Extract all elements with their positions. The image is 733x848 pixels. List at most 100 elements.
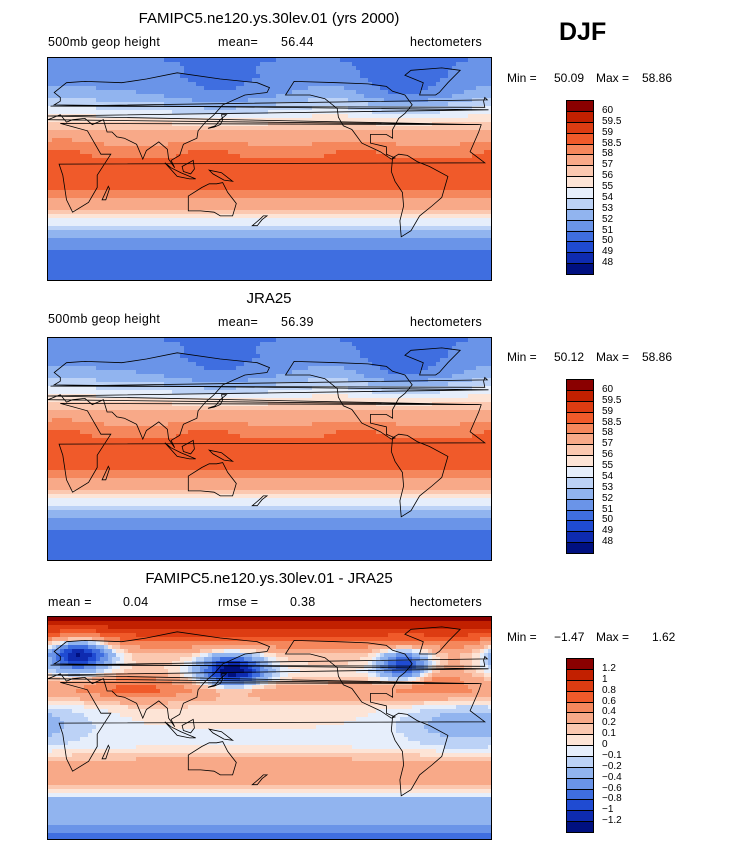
coastline bbox=[284, 639, 413, 719]
panel-2-max-value: 58.86 bbox=[642, 350, 673, 364]
colorbar-tick-label: 1 bbox=[602, 673, 608, 685]
colorbar-tick-label: 50 bbox=[602, 235, 614, 247]
coastline bbox=[50, 96, 489, 108]
panel-1-max-value: 58.86 bbox=[642, 71, 673, 85]
panel-1-mean-value: 56.44 bbox=[281, 35, 314, 49]
colorbar-tick-label: 59 bbox=[602, 126, 614, 138]
coastline bbox=[284, 360, 413, 440]
coastline bbox=[207, 394, 228, 409]
colorbar-tick-label: −0.8 bbox=[602, 793, 622, 805]
colorbar-tick-label: 54 bbox=[602, 470, 614, 482]
panel-1-mean-label: mean= bbox=[218, 35, 259, 49]
panel-2-contour-plot bbox=[48, 338, 491, 560]
panel-3-max-value: 1.62 bbox=[652, 630, 676, 644]
colorbar-tick-label: 48 bbox=[602, 257, 614, 269]
panel-3-units: hectometers bbox=[410, 595, 483, 609]
panel-3-map bbox=[47, 616, 492, 840]
colorbar-tick-label: −0.4 bbox=[602, 771, 622, 783]
colorbar-tick-label: 58 bbox=[602, 148, 614, 160]
panel-3-contour-plot bbox=[48, 617, 491, 839]
panel-3-max-label: Max = bbox=[596, 630, 630, 644]
coastline bbox=[207, 114, 228, 129]
colorbar-tick-label: 56 bbox=[602, 449, 614, 461]
coastline bbox=[164, 442, 196, 460]
colorbar-tick-label: 54 bbox=[602, 191, 614, 203]
colorbar-tick-label: 59.5 bbox=[602, 394, 622, 406]
colorbar-tick-label: 0 bbox=[602, 739, 608, 750]
colorbar-tick-label: 53 bbox=[602, 202, 614, 214]
colorbar-tick-label: 58 bbox=[602, 427, 614, 439]
coastline bbox=[164, 162, 196, 180]
coastline bbox=[207, 728, 235, 741]
coastline bbox=[187, 462, 237, 497]
coastline bbox=[404, 347, 462, 376]
coastline bbox=[181, 439, 195, 455]
season-label: DJF bbox=[559, 18, 607, 46]
panel-3-rmse-value: 0.38 bbox=[290, 595, 316, 609]
coastline bbox=[284, 80, 413, 160]
colorbar-tick-label: 59.5 bbox=[602, 115, 622, 127]
coastline bbox=[58, 403, 486, 493]
coastline bbox=[164, 721, 196, 739]
coastline bbox=[48, 72, 489, 169]
panel-3-mean-value: 0.04 bbox=[123, 595, 149, 609]
panel-1-title: FAMIPC5.ne120.ys.30lev.01 (yrs 2000) bbox=[138, 10, 400, 27]
colorbar-tick-label: 51 bbox=[602, 503, 614, 515]
colorbar-tick-label: 53 bbox=[602, 481, 614, 493]
panel-1-map bbox=[47, 57, 492, 281]
panel-3-min-value: −1.47 bbox=[554, 630, 585, 644]
colorbar-tick-label: 50 bbox=[602, 514, 614, 526]
panel-1-colorbar: 60 59.5 59 58.5 58 57 56 55 54 53 52 51 50 49 48 bbox=[566, 100, 636, 275]
colorbar-tick-label: 51 bbox=[602, 224, 614, 236]
coastline bbox=[390, 153, 449, 238]
panel-3-mean-label: mean = bbox=[48, 595, 92, 609]
coastline bbox=[207, 449, 235, 462]
coastline bbox=[207, 673, 228, 688]
colorbar-tick-label: 0.2 bbox=[602, 717, 616, 729]
panel-2-min-value: 50.12 bbox=[554, 350, 585, 364]
panel-1-min-value: 50.09 bbox=[554, 71, 585, 85]
coastline bbox=[48, 631, 489, 728]
coastline bbox=[187, 741, 237, 776]
panel-1-units: hectometers bbox=[410, 35, 483, 49]
colorbar-tick-label: 49 bbox=[602, 525, 614, 537]
colorbar-tick-label: 56 bbox=[602, 170, 614, 182]
colorbar-tick-label: −1.2 bbox=[602, 815, 622, 827]
panel-2-units: hectometers bbox=[410, 315, 483, 329]
colorbar-tick-label: 1.2 bbox=[602, 662, 616, 674]
colorbar-swatch bbox=[566, 263, 594, 275]
coastline bbox=[181, 718, 195, 734]
coastline bbox=[101, 185, 110, 201]
colorbar-tick-label: 52 bbox=[602, 492, 614, 504]
coastline bbox=[50, 655, 489, 667]
colorbar-tick-label: 58.5 bbox=[602, 416, 622, 428]
coastline bbox=[251, 495, 269, 507]
panel-1-field: 500mb geop height bbox=[48, 35, 161, 49]
colorbar-tick-label: 0.1 bbox=[602, 728, 616, 740]
coastline bbox=[390, 433, 449, 518]
colorbar-tick-label: −0.1 bbox=[602, 749, 622, 761]
panel-2-title: JRA25 bbox=[246, 290, 292, 307]
colorbar-tick-label: 58.5 bbox=[602, 137, 622, 149]
colorbar-tick-label: 0.6 bbox=[602, 695, 616, 707]
panel-2-mean-value: 56.39 bbox=[281, 315, 314, 329]
panel-3-colorbar: 1.2 1 0.8 0.6 0.4 0.2 0.1 0 −0.1 −0.2 −0.4 −0.6 −0.8… bbox=[566, 658, 636, 833]
coastline bbox=[181, 159, 195, 175]
panel-3-min-label: Min = bbox=[507, 630, 537, 644]
coastline bbox=[390, 712, 449, 797]
colorbar-tick-label: −0.2 bbox=[602, 760, 622, 772]
colorbar-tick-label: 49 bbox=[602, 246, 614, 258]
coastline bbox=[207, 169, 235, 182]
coastline bbox=[50, 376, 489, 388]
colorbar-tick-label: 0.8 bbox=[602, 684, 616, 696]
colorbar-swatch bbox=[566, 542, 594, 554]
coastline bbox=[48, 352, 489, 449]
colorbar-tick-label: 57 bbox=[602, 159, 614, 171]
panel-3-title: FAMIPC5.ne120.ys.30lev.01 - JRA25 bbox=[145, 570, 393, 587]
colorbar-tick-label: 52 bbox=[602, 213, 614, 225]
coastline bbox=[187, 182, 237, 217]
colorbar-tick-label: 60 bbox=[602, 383, 614, 395]
colorbar-tick-label: 59 bbox=[602, 405, 614, 417]
panel-2-field: 500mb geop height bbox=[48, 312, 161, 326]
colorbar-tick-label: 55 bbox=[602, 181, 614, 192]
